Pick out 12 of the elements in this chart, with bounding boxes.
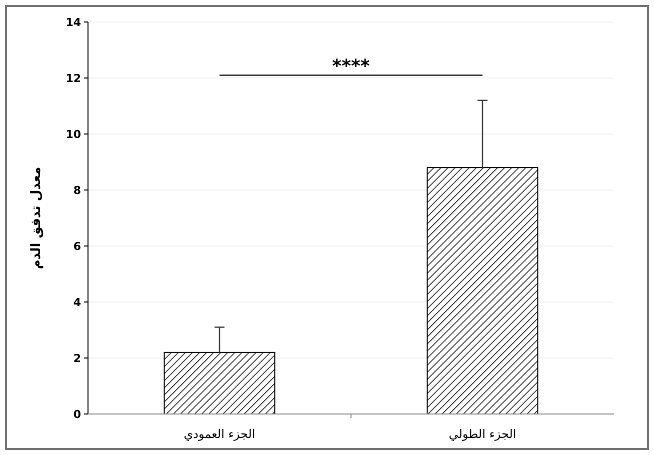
annotation: **** [332,56,370,78]
y-tick-label: 8 [73,184,81,197]
y-tick-label: 10 [66,128,82,141]
y-tick-label: 12 [66,72,81,85]
y-tick-label: 2 [73,352,81,365]
y-tick-label: 4 [73,296,82,309]
y-tick-label: 6 [73,240,82,253]
x-tick-label: الجزء العمودي [184,427,256,441]
y-tick-label: 0 [73,408,82,421]
y-tick-label: 14 [66,16,82,29]
y-axis-title: معدل تدفق الدم [29,166,44,270]
x-tick-label: الجزء الطولي [448,427,516,441]
